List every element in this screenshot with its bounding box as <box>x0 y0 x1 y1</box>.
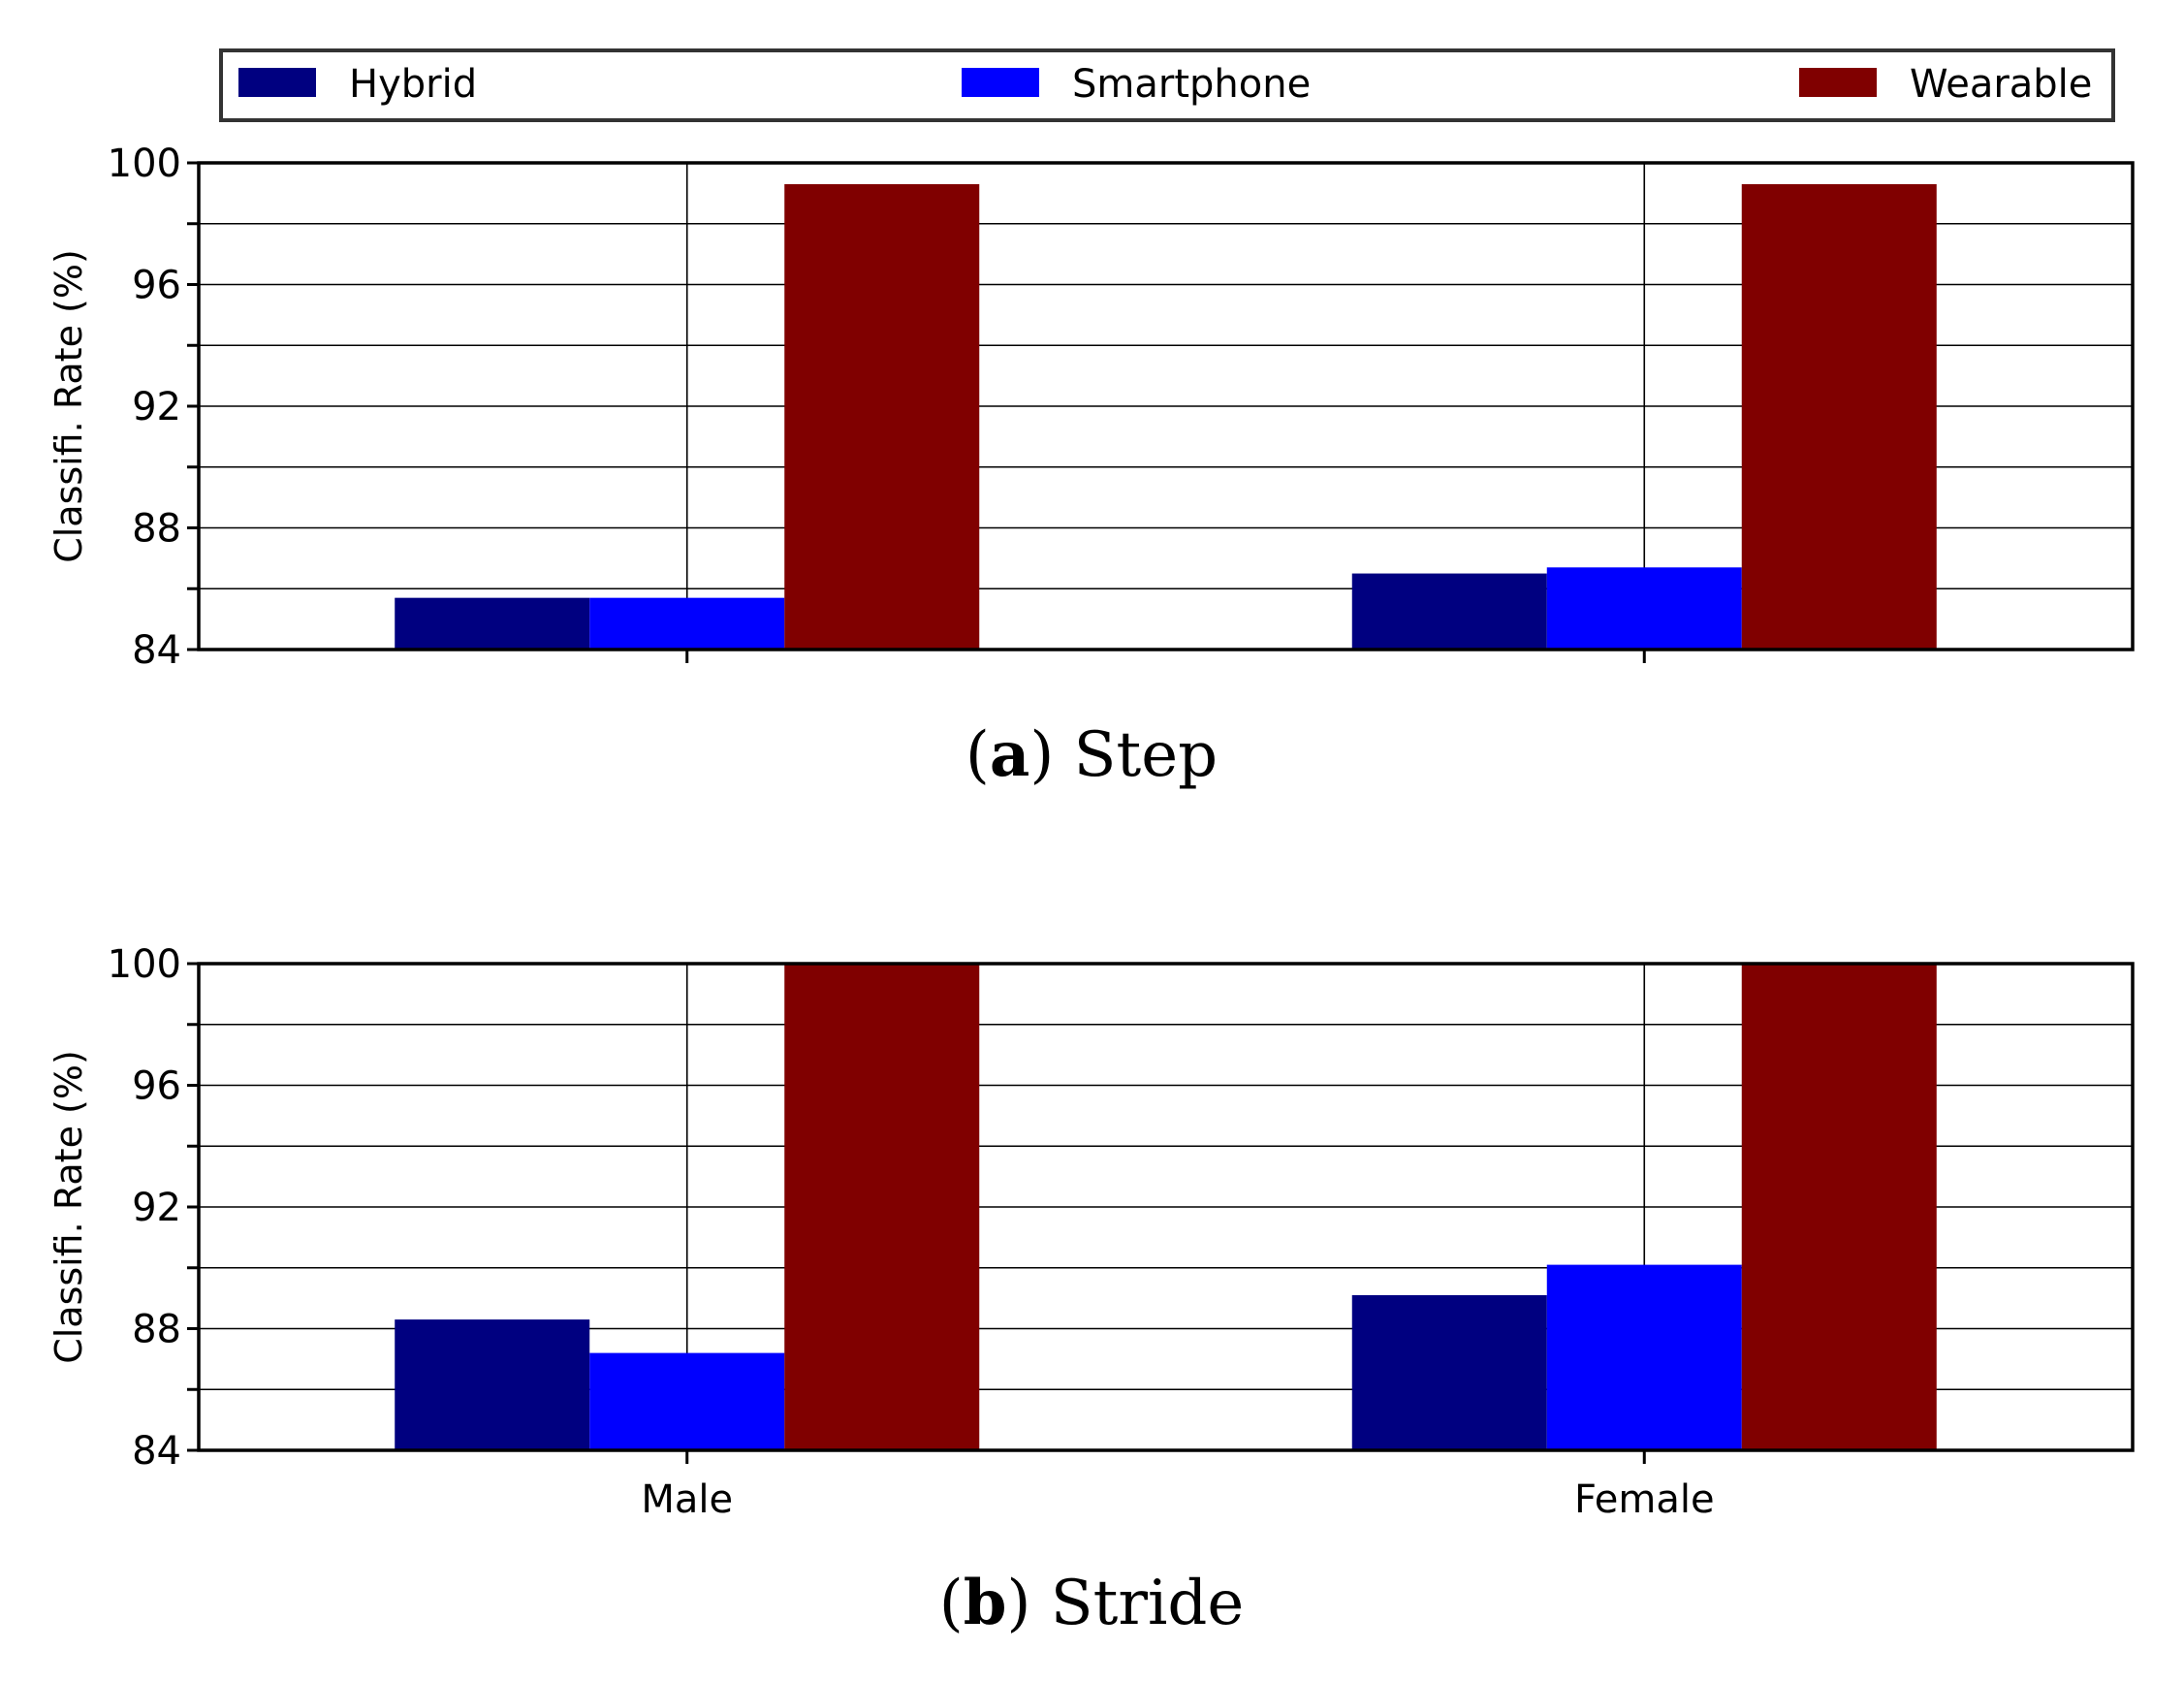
legend-entry-hybrid: Hybrid <box>238 62 477 107</box>
panel-caption: (b) Stride <box>939 1567 1245 1639</box>
y-tick-label: 100 <box>108 942 181 987</box>
y-tick-label: 88 <box>132 1308 181 1352</box>
y-tick-label: 92 <box>132 385 181 429</box>
legend-swatch-smartphone <box>962 68 1039 97</box>
bar-hybrid-male <box>395 597 590 650</box>
legend-box <box>219 48 2115 122</box>
y-tick-label: 100 <box>108 142 181 186</box>
bar-wearable-male <box>784 183 980 650</box>
bar-wearable-female <box>1741 964 1937 1450</box>
y-tick-label: 88 <box>132 507 181 552</box>
bar-hybrid-female <box>1351 573 1547 650</box>
x-tick-label: Male <box>641 1477 733 1522</box>
panel-a-step: 84 88 92 96 100 Classifi. Rate (%) (a) Step <box>47 142 2135 791</box>
y-tick-label: 84 <box>132 1429 181 1474</box>
legend-entry-smartphone: Smartphone <box>962 62 1311 107</box>
y-tick-label: 84 <box>132 628 181 673</box>
legend-swatch-hybrid <box>238 68 316 97</box>
bar-smartphone-male <box>589 597 785 650</box>
bar-wearable-female <box>1741 183 1937 650</box>
legend-label-wearable: Wearable <box>1910 62 2092 107</box>
panel-caption: (a) Step <box>965 718 1218 791</box>
legend: Hybrid Smartphone Wearable <box>219 48 2115 122</box>
legend-swatch-wearable <box>1799 68 1877 97</box>
legend-label-smartphone: Smartphone <box>1072 62 1311 107</box>
bar-hybrid-male <box>395 1319 590 1450</box>
y-tick-label: 92 <box>132 1186 181 1230</box>
legend-label-hybrid: Hybrid <box>349 62 477 107</box>
bar-smartphone-female <box>1546 567 1742 650</box>
bar-smartphone-male <box>589 1352 785 1450</box>
bar-smartphone-female <box>1546 1264 1742 1450</box>
y-tick-label: 96 <box>132 264 181 308</box>
y-axis-label: Classifi. Rate (%) <box>47 1050 90 1364</box>
x-tick-label: Female <box>1574 1477 1715 1522</box>
bar-wearable-male <box>784 964 980 1450</box>
panel-b-stride: 84 88 92 96 100 Male Female Classifi. Rate (%) (… <box>47 942 2135 1639</box>
bar-hybrid-female <box>1351 1294 1547 1450</box>
y-tick-label: 96 <box>132 1064 181 1109</box>
y-axis-label: Classifi. Rate (%) <box>47 249 90 563</box>
legend-entry-wearable: Wearable <box>1799 62 2092 107</box>
